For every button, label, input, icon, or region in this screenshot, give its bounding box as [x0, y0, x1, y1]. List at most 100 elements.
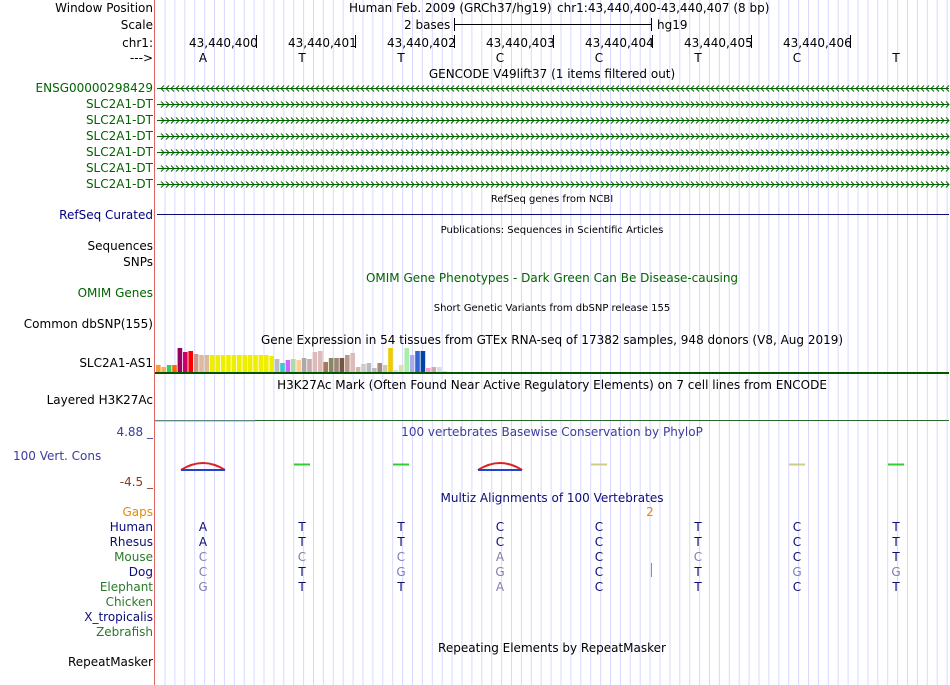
aligned-base: T — [694, 580, 702, 594]
gtex-label[interactable]: SLC2A1-AS1 — [79, 356, 153, 370]
gtex-bar[interactable] — [242, 355, 247, 372]
species-label[interactable]: Chicken — [105, 595, 153, 609]
gtex-bar[interactable] — [334, 358, 339, 372]
gencode-item-label[interactable]: SLC2A1-DT — [85, 113, 153, 127]
species-label[interactable]: Dog — [128, 565, 153, 579]
snps-label[interactable]: SNPs — [123, 255, 153, 269]
gtex-bar[interactable] — [237, 355, 242, 372]
aligned-base: T — [397, 520, 405, 534]
aligned-base: G — [495, 565, 505, 579]
gtex-bar[interactable] — [172, 365, 177, 372]
gtex-bar[interactable] — [280, 363, 285, 372]
gtex-bar[interactable] — [188, 351, 193, 372]
gtex-bar[interactable] — [264, 355, 269, 372]
gtex-bar[interactable] — [426, 368, 431, 372]
gencode-item-label[interactable]: SLC2A1-DT — [85, 177, 153, 191]
gtex-bar[interactable] — [377, 363, 382, 372]
gtex-bar[interactable] — [274, 359, 280, 372]
gtex-bar[interactable] — [204, 355, 210, 372]
gtex-bar[interactable] — [199, 355, 204, 372]
strand-arrows — [160, 133, 950, 140]
gtex-bar[interactable] — [177, 348, 183, 372]
gtex-bar[interactable] — [431, 367, 436, 372]
coordinate-label: 43,440,402 — [387, 36, 456, 50]
position-text[interactable]: chr1:43,440,400-43,440,407 (8 bp) — [557, 1, 770, 15]
gtex-bar[interactable] — [393, 370, 399, 372]
h3k27ac-track-title: H3K27Ac Mark (Often Found Near Active Re… — [277, 378, 827, 392]
gtex-bar[interactable] — [361, 364, 366, 372]
gtex-bar[interactable] — [183, 352, 188, 372]
gtex-bar[interactable] — [253, 355, 258, 372]
aligned-base: T — [892, 550, 900, 564]
gtex-bar[interactable] — [215, 355, 220, 372]
gtex-bar[interactable] — [382, 365, 388, 372]
species-label[interactable]: Rhesus — [109, 535, 153, 549]
species-label[interactable]: X_tropicalis — [84, 610, 153, 624]
aligned-base: C — [198, 565, 208, 579]
refseq-label[interactable]: RefSeq Curated — [59, 208, 153, 222]
gencode-item-label[interactable]: SLC2A1-DT — [85, 129, 153, 143]
aligned-base: A — [495, 550, 505, 564]
gtex-bar[interactable] — [156, 365, 161, 372]
dbsnp-label[interactable]: Common dbSNP(155) — [23, 317, 153, 331]
aligned-base: A — [198, 520, 208, 534]
gtex-bar[interactable] — [318, 351, 323, 372]
aligned-base: C — [396, 550, 406, 564]
gtex-bar[interactable] — [285, 360, 291, 372]
gtex-bar[interactable] — [420, 351, 426, 372]
gtex-bar[interactable] — [269, 356, 274, 372]
chrom-label: chr1: — [122, 36, 153, 50]
gtex-bar[interactable] — [355, 367, 361, 372]
gtex-bar[interactable] — [409, 355, 415, 372]
species-label[interactable]: Elephant — [99, 580, 153, 594]
aligned-base: C — [792, 580, 802, 594]
aligned-base: C — [594, 535, 604, 549]
publications-label[interactable]: Sequences — [87, 239, 153, 253]
coordinate-label: 43,440,400 — [189, 36, 258, 50]
gtex-bar[interactable] — [442, 371, 447, 372]
gtex-bar[interactable] — [231, 355, 237, 372]
gencode-item-label[interactable]: ENSG00000298429 — [35, 81, 153, 95]
gtex-bar[interactable] — [161, 367, 166, 372]
phylop-label[interactable]: 100 Vert. Cons — [13, 449, 102, 463]
gaps-label: Gaps — [122, 505, 153, 519]
gtex-bar[interactable] — [220, 355, 226, 372]
species-label[interactable]: Zebrafish — [96, 625, 153, 639]
h3k27ac-label[interactable]: Layered H3K27Ac — [46, 393, 153, 407]
strand-arrows — [160, 181, 950, 188]
gtex-bar[interactable] — [301, 358, 307, 372]
conservation-peak — [180, 462, 226, 471]
aligned-base: T — [298, 565, 306, 579]
gtex-bar[interactable] — [291, 359, 296, 372]
gtex-bar[interactable] — [350, 353, 355, 372]
gtex-bar[interactable] — [404, 348, 409, 372]
gtex-bar[interactable] — [258, 355, 264, 372]
repeatmasker-label[interactable]: RepeatMasker — [67, 655, 153, 669]
gtex-bar[interactable] — [323, 362, 328, 372]
species-label[interactable]: Mouse — [114, 550, 153, 564]
aligned-base: C — [792, 520, 802, 534]
omim-track-title: OMIM Gene Phenotypes - Dark Green Can Be… — [365, 271, 739, 285]
omim-label[interactable]: OMIM Genes — [77, 286, 153, 300]
gtex-bar[interactable] — [247, 355, 253, 372]
gtex-bar[interactable] — [415, 351, 420, 372]
gtex-bar[interactable] — [296, 360, 301, 372]
gencode-item-label[interactable]: SLC2A1-DT — [85, 145, 153, 159]
gtex-bar[interactable] — [307, 359, 312, 372]
gtex-bar[interactable] — [366, 363, 372, 372]
gtex-bar[interactable] — [388, 348, 393, 372]
gtex-bar[interactable] — [312, 352, 318, 372]
gtex-bar[interactable] — [226, 355, 231, 372]
gtex-bar[interactable] — [210, 355, 215, 372]
gtex-bar[interactable] — [166, 365, 172, 372]
gtex-bar[interactable] — [399, 365, 404, 372]
gtex-bar[interactable] — [339, 358, 345, 372]
gencode-item-label[interactable]: SLC2A1-DT — [85, 161, 153, 175]
gtex-bar[interactable] — [436, 367, 442, 372]
gtex-bar[interactable] — [328, 358, 334, 372]
gtex-bar[interactable] — [372, 368, 377, 372]
gtex-bar[interactable] — [193, 354, 199, 372]
gtex-bar[interactable] — [345, 355, 350, 372]
species-label[interactable]: Human — [109, 520, 153, 534]
gencode-item-label[interactable]: SLC2A1-DT — [85, 97, 153, 111]
